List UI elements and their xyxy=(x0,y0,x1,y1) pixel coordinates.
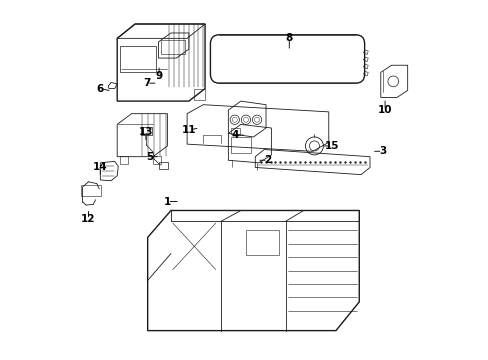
Text: 4: 4 xyxy=(231,130,239,140)
Text: 13: 13 xyxy=(139,127,153,136)
Bar xyxy=(246,230,278,255)
Bar xyxy=(159,162,168,168)
Bar xyxy=(120,45,156,72)
Text: 3: 3 xyxy=(378,146,386,156)
Bar xyxy=(231,128,240,134)
Text: 7: 7 xyxy=(143,78,150,88)
Text: 2: 2 xyxy=(264,155,271,165)
Bar xyxy=(81,185,101,196)
Bar xyxy=(231,137,250,153)
Text: 1: 1 xyxy=(163,197,171,207)
Bar xyxy=(140,127,152,135)
Text: 15: 15 xyxy=(325,141,339,151)
Text: 14: 14 xyxy=(93,162,107,172)
Text: 9: 9 xyxy=(155,71,163,81)
Text: 8: 8 xyxy=(285,33,292,43)
Text: 6: 6 xyxy=(97,84,104,94)
Bar xyxy=(161,40,184,54)
Text: 10: 10 xyxy=(377,105,391,115)
Text: 11: 11 xyxy=(182,125,196,135)
Text: 5: 5 xyxy=(145,152,153,162)
Text: 12: 12 xyxy=(81,215,96,224)
